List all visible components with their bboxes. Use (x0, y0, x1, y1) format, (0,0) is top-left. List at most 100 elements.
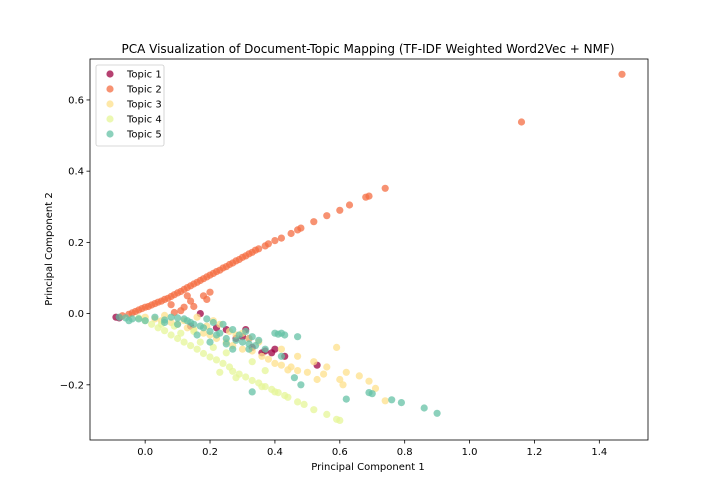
point-topic-4 (248, 358, 256, 366)
point-topic-5 (135, 315, 143, 323)
point-topic-5 (229, 326, 237, 334)
point-topic-3 (264, 355, 272, 363)
point-topic-5 (222, 340, 230, 348)
point-topic-2 (362, 193, 370, 201)
point-topic-5 (277, 352, 285, 360)
point-topic-3 (294, 352, 302, 360)
point-topic-5 (232, 336, 240, 344)
point-topic-5 (196, 322, 204, 330)
point-topic-4 (167, 331, 175, 339)
point-topic-5 (203, 315, 211, 323)
point-topic-4 (271, 388, 279, 396)
y-tick-label: 0.2 (68, 238, 84, 249)
point-topic-4 (209, 343, 217, 351)
point-topic-4 (187, 342, 195, 350)
point-topic-3 (333, 343, 341, 351)
point-topic-5 (151, 313, 159, 321)
legend: Topic 1 Topic 2 Topic 3 Topic 4 Topic 5 (95, 64, 165, 147)
legend-label: Topic 2 (126, 85, 162, 96)
point-topic-4 (206, 353, 214, 361)
point-topic-5 (277, 329, 285, 337)
point-topic-5 (420, 404, 428, 412)
point-topic-4 (199, 349, 208, 358)
point-topic-5 (141, 317, 149, 325)
x-tick-label: 0.8 (397, 447, 413, 458)
point-topic-2 (323, 212, 331, 220)
point-topic-2 (345, 201, 354, 209)
point-topic-5 (248, 388, 256, 396)
point-topic-5 (222, 334, 230, 343)
point-topic-4 (177, 329, 185, 337)
point-topic-5 (433, 409, 441, 417)
point-topic-4 (232, 374, 240, 382)
x-tick-label: 0.0 (137, 447, 153, 458)
point-topic-2 (517, 118, 526, 126)
x-tick-label: 1.4 (591, 447, 607, 458)
legend-marker (106, 115, 114, 123)
legend-marker (106, 130, 114, 138)
point-topic-5 (248, 333, 256, 341)
y-tick-label: 0.4 (68, 167, 84, 178)
point-topic-5 (242, 327, 250, 335)
point-topic-5 (161, 318, 169, 327)
point-topic-4 (242, 373, 250, 381)
point-topic-3 (294, 367, 302, 375)
point-topic-4 (193, 345, 201, 353)
point-topic-4 (281, 391, 289, 400)
point-topic-2 (277, 234, 285, 242)
point-topic-4 (300, 400, 308, 408)
point-topic-5 (115, 313, 123, 321)
point-topic-5 (261, 345, 269, 353)
y-axis: −0.2 0.0 0.2 0.4 0.6 (60, 95, 90, 391)
point-topic-2 (261, 242, 269, 250)
point-topic-5 (251, 342, 260, 350)
x-tick-label: 0.4 (267, 447, 283, 458)
legend-label: Topic 1 (126, 70, 162, 81)
y-axis-label: Principal Component 2 (44, 192, 55, 305)
point-topic-4 (161, 327, 169, 335)
point-topic-2 (618, 70, 626, 78)
x-axis: 0.0 0.2 0.4 0.6 0.8 1.0 1.2 1.4 (137, 440, 607, 458)
x-tick-label: 1.0 (462, 447, 478, 458)
point-topic-5 (388, 396, 396, 404)
point-topic-5 (245, 345, 253, 353)
point-topic-5 (167, 313, 175, 321)
point-topic-4 (333, 415, 341, 423)
point-topic-3 (303, 368, 311, 376)
x-axis-label: Principal Component 1 (311, 462, 424, 473)
point-topic-2 (199, 292, 208, 300)
point-topic-5 (180, 315, 188, 323)
point-topic-5 (125, 317, 133, 325)
point-topic-3 (310, 358, 318, 366)
point-topic-5 (365, 389, 373, 397)
point-topic-4 (180, 338, 188, 346)
point-topic-5 (294, 333, 302, 341)
legend-label: Topic 3 (126, 100, 162, 111)
plot-area-frame (89, 58, 649, 441)
point-topic-4 (310, 406, 318, 414)
y-tick-label: 0.6 (68, 95, 84, 106)
legend-marker (106, 70, 114, 78)
point-topic-3 (183, 324, 191, 332)
point-topic-5 (397, 399, 405, 407)
point-topic-5 (271, 329, 279, 337)
point-topic-3 (271, 359, 279, 367)
point-topic-4 (225, 363, 234, 371)
point-topic-3 (355, 372, 363, 380)
point-topic-3 (277, 345, 285, 353)
point-topic-5 (235, 331, 243, 339)
legend-box (95, 64, 165, 147)
point-topic-3 (258, 352, 266, 360)
point-topic-5 (209, 318, 217, 327)
point-topic-2 (287, 229, 295, 238)
point-topic-3 (371, 384, 380, 392)
point-topic-3 (238, 345, 247, 353)
point-topic-2 (336, 206, 344, 214)
point-topic-4 (212, 356, 221, 364)
point-topic-4 (258, 383, 266, 391)
point-topic-4 (261, 367, 269, 375)
point-topic-3 (339, 381, 347, 389)
point-topic-4 (248, 376, 256, 385)
chart-title: PCA Visualization of Document-Topic Mapp… (121, 42, 614, 56)
point-topic-5 (219, 320, 227, 328)
